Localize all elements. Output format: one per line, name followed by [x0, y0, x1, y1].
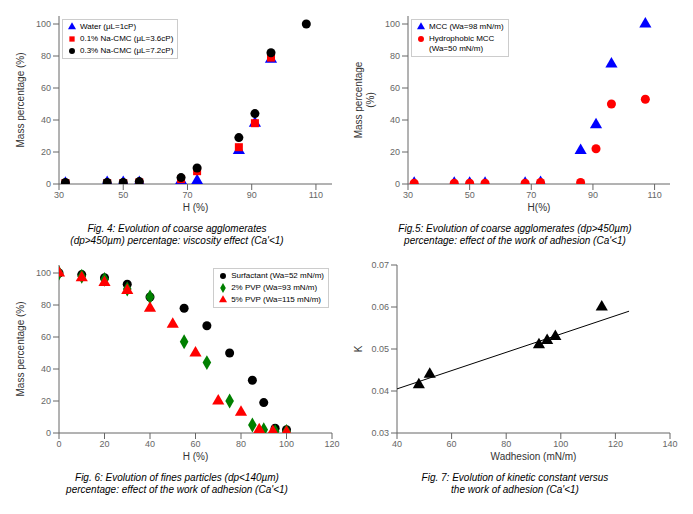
svg-text:K: K	[353, 345, 364, 352]
svg-text:Mass percentage (%): Mass percentage (%)	[15, 301, 26, 396]
svg-text:30: 30	[54, 190, 64, 200]
html-text:Fig.5: Evolution of coarse agg: Fig.5: Evolution of coarse agglomerates …	[398, 223, 632, 246]
svg-text:110: 110	[309, 190, 323, 200]
svg-text:70: 70	[182, 190, 192, 200]
svg-text:60: 60	[41, 83, 51, 93]
svg-text:Mass percentage(%): Mass percentage(%)	[353, 61, 376, 138]
svg-text:0.05: 0.05	[371, 344, 389, 354]
svg-text:100: 100	[36, 19, 51, 29]
svg-text:0.07: 0.07	[371, 260, 389, 270]
svg-text:40: 40	[145, 439, 155, 449]
svg-text:Wadhesion (mN/m): Wadhesion (mN/m)	[491, 451, 577, 462]
svg-text:110: 110	[647, 190, 661, 200]
svg-text:100: 100	[553, 439, 568, 449]
svg-text:50: 50	[118, 190, 128, 200]
html-text:Fig. 4: Evolution of coarse ag: Fig. 4: Evolution of coarse agglomerates…	[70, 223, 284, 246]
svg-text:50: 50	[465, 190, 475, 200]
svg-text:70: 70	[526, 190, 536, 200]
svg-text:80: 80	[501, 439, 511, 449]
svg-text:80: 80	[41, 51, 51, 61]
svg-text:30: 30	[403, 190, 413, 200]
svg-text:60: 60	[390, 83, 400, 93]
svg-text:90: 90	[247, 190, 257, 200]
svg-text:H (%): H (%)	[183, 202, 209, 213]
svg-text:140: 140	[662, 439, 677, 449]
svg-text:0: 0	[395, 179, 400, 189]
svg-text:0.04: 0.04	[371, 386, 389, 396]
svg-text:0: 0	[56, 439, 61, 449]
svg-text:0: 0	[46, 179, 51, 189]
svg-text:20: 20	[41, 396, 51, 406]
svg-text:20: 20	[99, 439, 109, 449]
svg-text:0.06: 0.06	[371, 302, 389, 312]
svg-text:80: 80	[236, 439, 246, 449]
svg-text:20: 20	[390, 147, 400, 157]
svg-text:40: 40	[41, 115, 51, 125]
svg-text:40: 40	[390, 115, 400, 125]
html-text:Water (μL=1cP): Water (μL=1cP)	[80, 22, 137, 31]
html-text:0.3% Na-CMC (μL=7.2cP): 0.3% Na-CMC (μL=7.2cP)	[80, 46, 174, 55]
html-text:Hydrophobic MCC (Wa=50 mN/m): Hydrophobic MCC (Wa=50 mN/m)	[429, 34, 495, 53]
svg-text:0.03: 0.03	[371, 428, 389, 438]
svg-text:120: 120	[324, 439, 339, 449]
svg-text:H (%): H (%)	[183, 451, 209, 462]
svg-text:0: 0	[46, 428, 51, 438]
svg-text:60: 60	[447, 439, 457, 449]
html-text:Fig. 6: Evolution of fines par: Fig. 6: Evolution of fines particles (dp…	[66, 472, 288, 495]
html-text:Fig. 7: Evolution of kinetic c: Fig. 7: Evolution of kinetic constant ve…	[421, 472, 609, 495]
svg-text:90: 90	[588, 190, 598, 200]
svg-text:100: 100	[385, 19, 400, 29]
html-text:5% PVP (Wa=115 mN/m): 5% PVP (Wa=115 mN/m)	[231, 295, 321, 304]
svg-text:80: 80	[390, 51, 400, 61]
html-text:MCC (Wa=98 mN/m): MCC (Wa=98 mN/m)	[429, 22, 504, 31]
svg-text:H(%): H(%)	[528, 202, 551, 213]
html-text:0.1% Na-CMC (μL=3.6cP): 0.1% Na-CMC (μL=3.6cP)	[80, 34, 174, 43]
svg-text:40: 40	[41, 364, 51, 374]
svg-text:Mass percentage (%): Mass percentage (%)	[15, 52, 26, 147]
svg-text:80: 80	[41, 300, 51, 310]
svg-text:100: 100	[279, 439, 294, 449]
svg-text:40: 40	[392, 439, 402, 449]
svg-text:20: 20	[41, 147, 51, 157]
html-text:2% PVP (Wa=93 mN/m): 2% PVP (Wa=93 mN/m)	[231, 283, 318, 292]
svg-text:60: 60	[41, 332, 51, 342]
html-text:Surfactant (Wa=52 mN/m): Surfactant (Wa=52 mN/m)	[231, 271, 324, 280]
svg-text:100: 100	[36, 268, 51, 278]
svg-text:60: 60	[190, 439, 200, 449]
svg-text:120: 120	[608, 439, 623, 449]
